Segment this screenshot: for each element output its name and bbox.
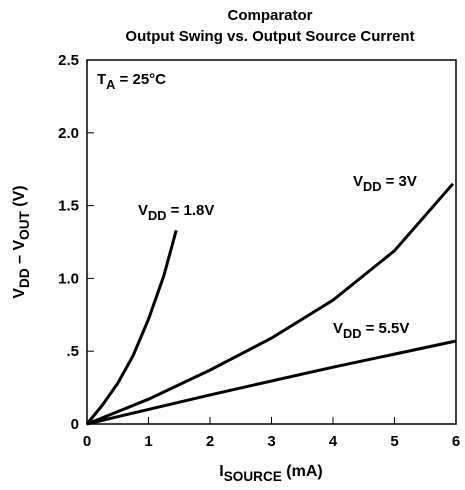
series-label-part: DD (148, 208, 166, 223)
chart-title: Comparator (227, 7, 312, 24)
temperature-note: TA = 25°C (97, 71, 166, 92)
series-label-part: = 5.5V (361, 320, 409, 337)
temperature-note-part: A (106, 77, 115, 92)
x-axis-label: ISOURCE (mA) (219, 463, 323, 484)
x-tick-label: 2 (206, 433, 214, 450)
x-tick-label: 5 (390, 433, 398, 450)
x-axis-label-part: I (219, 463, 223, 480)
y-tick-label: .5 (66, 343, 79, 360)
series-label: VDD = 5.5V (333, 320, 409, 341)
y-tick-label: 1.0 (58, 270, 79, 287)
x-axis-label-part: SOURCE (224, 469, 282, 484)
series-label-part: V (333, 320, 343, 337)
series-label-part: DD (363, 179, 381, 194)
temperature-note-part: = 25°C (115, 71, 166, 88)
series-label-part: V (353, 173, 363, 190)
x-tick-label: 3 (267, 433, 275, 450)
series-label: VDD = 3V (353, 173, 417, 194)
y-tick-label: 2.0 (58, 125, 79, 142)
series-label-part: = 3V (381, 173, 416, 190)
x-tick-label: 6 (452, 433, 460, 450)
y-tick-label: 0 (71, 416, 79, 433)
series-line (86, 339, 457, 426)
series-line (85, 230, 178, 425)
temperature-note-part: T (97, 71, 106, 88)
y-axis-label-part: (V) (11, 185, 28, 211)
y-axis-label-part: – V (11, 240, 28, 269)
y-tick-label: 1.5 (58, 198, 79, 215)
y-axis-label-part: OUT (17, 210, 32, 239)
y-tick-label: 2.5 (58, 52, 79, 69)
series-label-part: V (138, 202, 148, 219)
x-tick-label: 4 (329, 433, 338, 450)
y-axis-label: VDD – VOUT (V) (11, 185, 32, 298)
y-axis-label-part: DD (17, 268, 32, 288)
chart-title: Output Swing vs. Output Source Current (125, 28, 414, 45)
series-label-part: DD (343, 326, 361, 341)
y-axis-label-part: V (11, 288, 28, 299)
x-tick-label: 1 (144, 433, 152, 450)
series-label: VDD = 1.8V (138, 202, 214, 223)
series-label-part: = 1.8V (166, 202, 214, 219)
x-tick-label: 0 (83, 433, 91, 450)
x-axis-label-part: (mA) (282, 463, 323, 480)
series-line (86, 182, 455, 426)
